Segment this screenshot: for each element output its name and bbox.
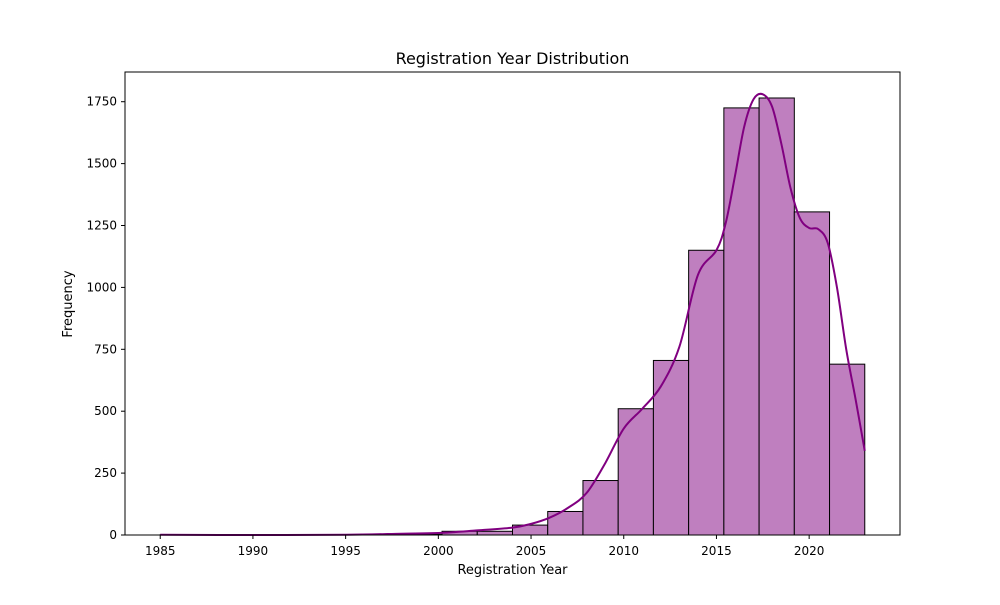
bars-group	[160, 98, 865, 535]
histogram-bar	[477, 531, 512, 535]
y-tick-label: 1000	[86, 280, 117, 294]
x-tick-label: 1995	[330, 544, 361, 558]
histogram-bar	[653, 360, 688, 535]
y-tick-label: 750	[94, 342, 117, 356]
x-tick-label: 1985	[145, 544, 176, 558]
histogram-bar	[830, 364, 865, 535]
x-tick-label: 1990	[238, 544, 269, 558]
histogram-bar	[548, 511, 583, 535]
x-tick-label: 2010	[608, 544, 639, 558]
y-axis-label: Frequency	[61, 270, 76, 337]
histogram-bar	[759, 98, 794, 535]
y-tick-label: 1500	[86, 157, 117, 171]
y-tick-label: 1750	[86, 95, 117, 109]
x-tick-label: 2015	[701, 544, 732, 558]
y-tick-label: 500	[94, 404, 117, 418]
x-tick-label: 2020	[794, 544, 825, 558]
y-tick-label: 0	[109, 528, 117, 542]
y-tick-label: 250	[94, 466, 117, 480]
histogram-bar	[724, 108, 759, 535]
x-tick-label: 2000	[423, 544, 454, 558]
chart-title: Registration Year Distribution	[396, 49, 630, 68]
x-tick-label: 2005	[516, 544, 547, 558]
x-axis-label: Registration Year	[457, 563, 568, 578]
x-axis-ticks: 1985 1990 1995 2000 2005 2010 2015 2020	[145, 535, 824, 558]
histogram-bar	[583, 481, 618, 535]
histogram-bar	[794, 212, 829, 535]
histogram-bar	[689, 250, 724, 535]
y-axis-ticks: 0 250 500 750 1000 1250 1500 1750	[86, 95, 125, 542]
y-tick-label: 1250	[86, 219, 117, 233]
